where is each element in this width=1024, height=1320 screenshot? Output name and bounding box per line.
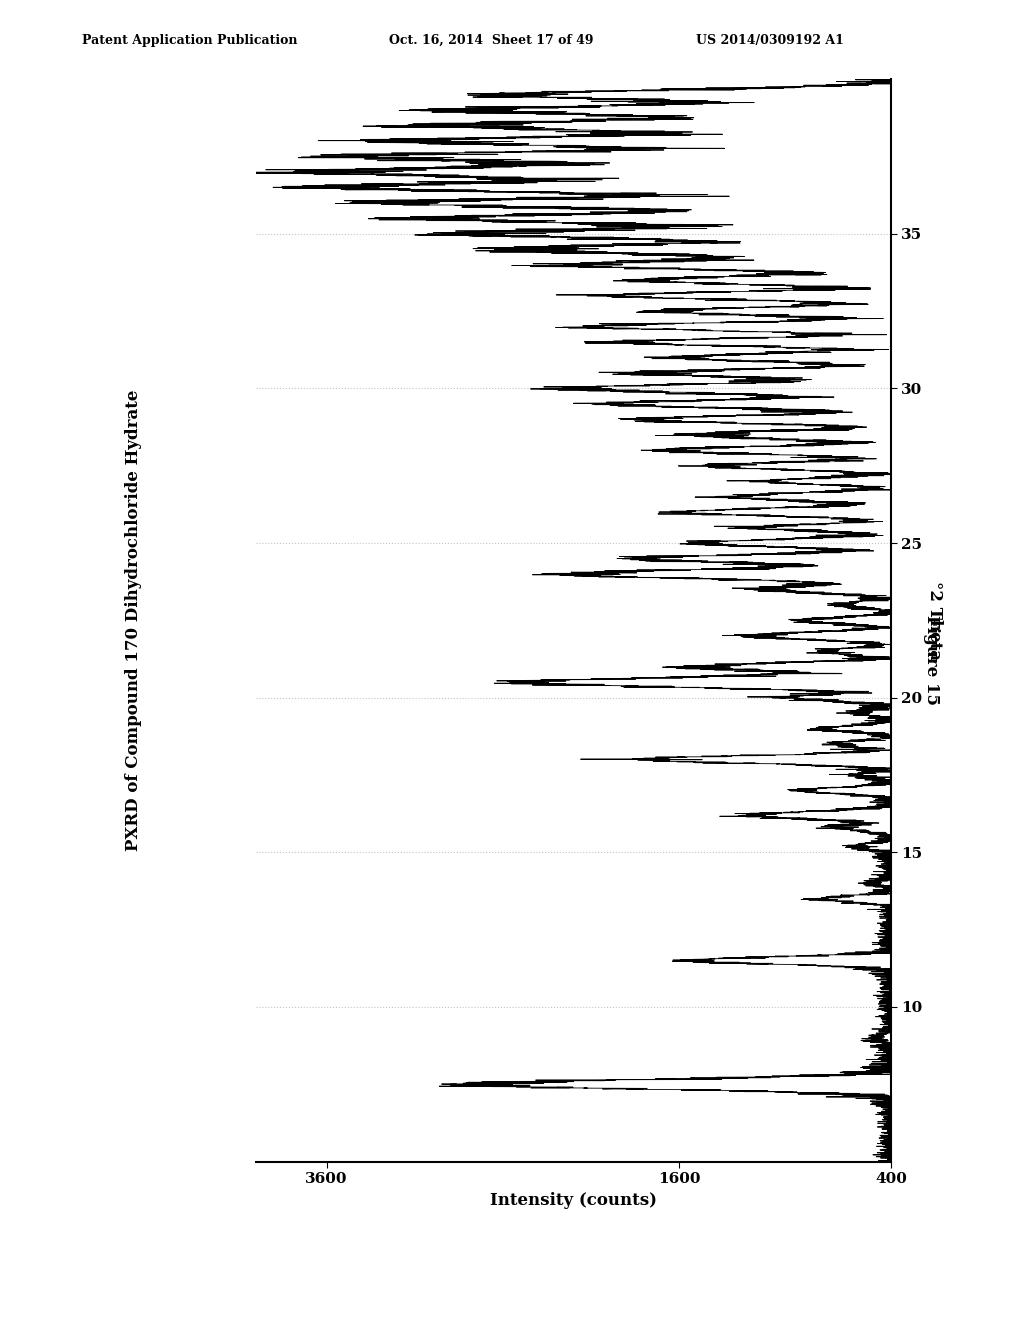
Text: PXRD of Compound 170 Dihydrochloride Hydrate: PXRD of Compound 170 Dihydrochloride Hyd… bbox=[125, 389, 141, 851]
Text: Figure 15: Figure 15 bbox=[924, 615, 940, 705]
Text: US 2014/0309192 A1: US 2014/0309192 A1 bbox=[696, 33, 844, 46]
Y-axis label: °2 Theta: °2 Theta bbox=[927, 581, 943, 660]
X-axis label: Intensity (counts): Intensity (counts) bbox=[489, 1192, 657, 1209]
Text: Oct. 16, 2014  Sheet 17 of 49: Oct. 16, 2014 Sheet 17 of 49 bbox=[389, 33, 594, 46]
Text: Patent Application Publication: Patent Application Publication bbox=[82, 33, 297, 46]
